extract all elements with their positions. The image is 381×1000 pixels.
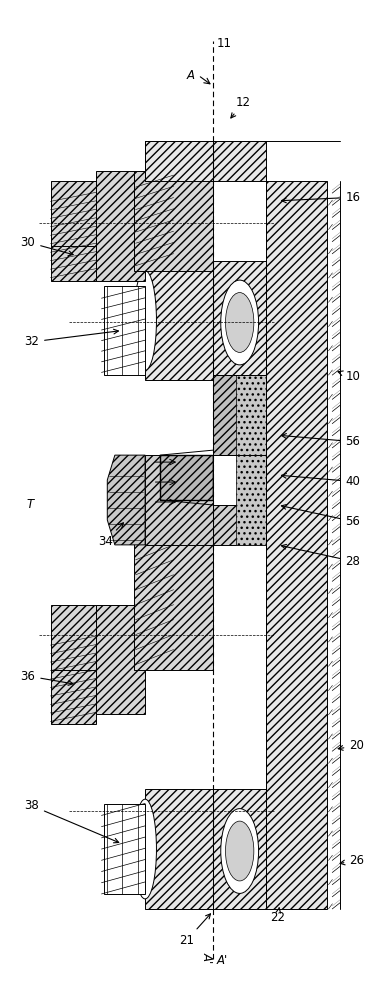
Bar: [145, 261, 213, 380]
Bar: [134, 540, 213, 670]
Text: 56: 56: [282, 434, 360, 448]
Bar: [145, 141, 213, 181]
Bar: [213, 455, 266, 545]
Ellipse shape: [134, 799, 157, 899]
Text: 38: 38: [24, 799, 119, 843]
Bar: [51, 191, 96, 281]
Text: 16: 16: [282, 191, 360, 204]
Polygon shape: [107, 455, 145, 545]
Bar: [213, 141, 266, 181]
Ellipse shape: [134, 271, 157, 370]
Text: 22: 22: [270, 908, 285, 924]
Bar: [213, 261, 266, 380]
Bar: [51, 635, 96, 724]
Text: A': A': [217, 954, 228, 967]
Ellipse shape: [221, 809, 259, 893]
Text: 21: 21: [179, 914, 210, 947]
Ellipse shape: [226, 293, 254, 352]
Ellipse shape: [226, 821, 254, 881]
Text: 32: 32: [24, 329, 118, 348]
Text: 20: 20: [338, 739, 364, 752]
Bar: [236, 375, 266, 455]
Bar: [213, 450, 251, 505]
Bar: [145, 789, 213, 909]
Bar: [266, 181, 327, 909]
Bar: [213, 455, 259, 500]
Bar: [96, 171, 145, 281]
Text: 30: 30: [21, 236, 73, 256]
Bar: [51, 605, 149, 670]
Bar: [213, 789, 266, 909]
Bar: [160, 455, 213, 500]
Ellipse shape: [221, 280, 259, 365]
Bar: [104, 804, 145, 894]
Text: 40: 40: [282, 473, 360, 488]
Bar: [96, 605, 145, 714]
Text: 11: 11: [217, 37, 232, 50]
Bar: [104, 286, 145, 375]
Text: A': A': [201, 952, 214, 964]
Text: 34: 34: [98, 523, 123, 548]
Bar: [236, 455, 266, 545]
Bar: [213, 375, 266, 455]
Text: T: T: [26, 498, 33, 511]
Text: 36: 36: [21, 670, 73, 685]
Bar: [51, 181, 149, 246]
Bar: [134, 171, 213, 271]
Text: 26: 26: [340, 854, 364, 867]
Text: 12: 12: [231, 96, 251, 118]
Text: 28: 28: [282, 544, 360, 568]
Bar: [145, 455, 213, 545]
Text: 56: 56: [282, 505, 360, 528]
Text: 10: 10: [338, 370, 360, 383]
Text: A: A: [187, 69, 194, 82]
